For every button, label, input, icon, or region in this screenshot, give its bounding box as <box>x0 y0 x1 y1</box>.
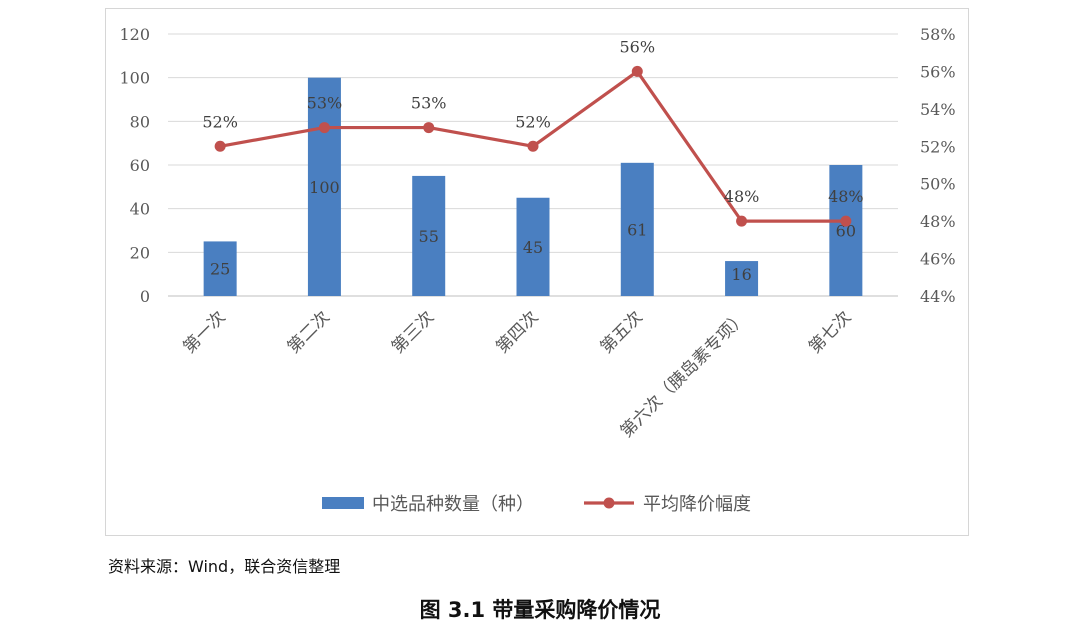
bar-data-label: 45 <box>523 238 543 257</box>
bar-data-label: 25 <box>210 260 230 279</box>
y-left-tick-label: 0 <box>140 287 150 306</box>
line-data-label: 52% <box>515 112 551 131</box>
y-right-tick-label: 52% <box>920 137 956 156</box>
x-tick-label: 第三次 <box>388 307 438 357</box>
legend-swatch-bar <box>322 497 364 509</box>
bar <box>516 197 550 296</box>
line-point <box>423 122 435 134</box>
line-point <box>527 140 539 152</box>
bar <box>307 77 341 297</box>
bar <box>203 241 237 296</box>
y-left-tick-label: 40 <box>130 200 150 219</box>
y-left-tick-label: 80 <box>130 112 150 131</box>
bar <box>829 165 863 296</box>
line-point <box>631 65 643 77</box>
y-right-tick-label: 54% <box>920 100 956 119</box>
chart-frame <box>105 8 969 536</box>
y-left-tick-label: 120 <box>119 25 150 44</box>
bar <box>725 261 759 296</box>
chart: 0 20 40 60 80 100 120 44% 46% 48% 50% 52% 54% 56% 58% 2… <box>119 25 956 515</box>
bar-data-label: 16 <box>731 265 751 284</box>
x-tick-label: 第四次 <box>492 307 542 357</box>
y-right-tick-label: 58% <box>920 25 956 44</box>
bar-data-label: 55 <box>419 227 439 246</box>
line-data-label: 53% <box>411 94 447 113</box>
line-point <box>318 122 330 134</box>
y-right-tick-label: 44% <box>920 287 956 306</box>
line-data-label: 56% <box>620 37 656 56</box>
x-tick-label: 第五次 <box>597 307 647 357</box>
bar-data-label: 100 <box>309 178 340 197</box>
y-right-tick-label: 46% <box>920 250 956 269</box>
bar <box>412 175 446 296</box>
figure-caption: 图 3.1 带量采购降价情况 <box>419 598 661 622</box>
y-right-tick-label: 48% <box>920 212 956 231</box>
source-note: 资料来源：Wind，联合资信整理 <box>108 557 341 576</box>
line-point <box>214 140 226 152</box>
y-left-tick-label: 20 <box>130 243 150 262</box>
bar-data-label: 61 <box>627 220 647 239</box>
legend-marker-line <box>603 497 615 509</box>
x-tick-label: 第七次 <box>805 307 855 357</box>
line-point <box>840 215 852 227</box>
legend-label-line: 平均降价幅度 <box>643 494 751 515</box>
legend-label-bar: 中选品种数量（种） <box>372 494 534 515</box>
y-left-tick-label: 60 <box>130 156 150 175</box>
line-point <box>736 215 748 227</box>
y-right-tick-label: 56% <box>920 62 956 81</box>
y-right-tick-label: 50% <box>920 175 956 194</box>
line-data-label: 53% <box>307 94 343 113</box>
bar-data-label: 60 <box>836 222 856 241</box>
y-left-tick-label: 100 <box>119 69 150 88</box>
x-tick-label: 第一次 <box>179 307 229 357</box>
line-data-label: 52% <box>202 112 238 131</box>
x-tick-label: 第二次 <box>284 307 334 357</box>
line-data-label: 48% <box>828 187 864 206</box>
line-data-label: 48% <box>724 187 760 206</box>
bar <box>620 162 654 296</box>
